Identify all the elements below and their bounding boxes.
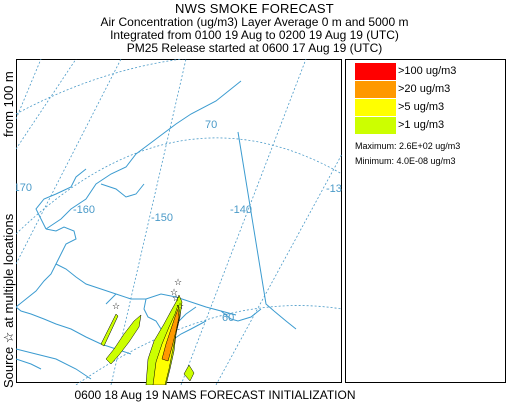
legend-label: >1 ug/m3 (398, 119, 445, 131)
legend-swatch-lime (355, 117, 396, 134)
source-star: ☆ (172, 294, 180, 304)
coastline (16, 80, 297, 380)
latitude-label: 60 (222, 312, 234, 324)
legend-swatch-yellow (355, 99, 396, 116)
forecast-initialization-footer: 0600 18 Aug 19 NAMS FORECAST INITIALIZAT… (74, 388, 356, 402)
latitude-70-line (16, 137, 342, 235)
source-star: ☆ (174, 278, 182, 288)
source-markers: ☆ ☆ ☆ ☆ ☆ (112, 278, 184, 312)
latitude-50-arc (16, 59, 306, 115)
legend-label: >20 ug/m3 (398, 83, 451, 95)
maximum-value: Maximum: 2.6E+02 ug/m3 (355, 141, 461, 151)
title: NWS SMOKE FORECAST (175, 1, 334, 16)
smoke-contour-gt20 (161, 308, 180, 362)
source-star: ☆ (112, 302, 120, 312)
graticule (16, 59, 342, 385)
longitude-label: -130 (326, 183, 342, 195)
meridian-180 (16, 59, 42, 120)
longitude-label: -160 (73, 204, 95, 216)
legend-panel: >100 ug/m3 >20 ug/m3 >5 ug/m3 >1 ug/m3 M… (345, 59, 506, 383)
smoke-contour-streak (100, 313, 119, 347)
latitude-60-line (75, 305, 342, 385)
subtitle-integration: Integrated from 0100 19 Aug to 0200 19 A… (110, 28, 399, 42)
legend-swatch-red (355, 63, 396, 80)
map-panel: ☆ ☆ ☆ ☆ ☆ -170 -160 -150 -140 -130 70 60 (16, 59, 342, 385)
longitude-label: -170 (16, 182, 32, 194)
legend-label: >100 ug/m3 (398, 65, 457, 77)
smoke-contours (100, 294, 195, 385)
smoke-contour-small (183, 364, 195, 382)
subtitle-concentration: Air Concentration (ug/m3) Layer Average … (100, 15, 409, 29)
latitude-label: 70 (205, 119, 217, 131)
longitude-label: -150 (151, 212, 173, 224)
legend-label: >5 ug/m3 (398, 101, 445, 113)
source-star: ☆ (170, 288, 178, 298)
side-height-label: from 100 m (1, 71, 16, 137)
minimum-value: Minimum: 4.0E-08 ug/m3 (355, 156, 456, 166)
legend-swatch-orange (355, 81, 396, 98)
longitude-label: -140 (230, 204, 252, 216)
subtitle-release: PM25 Release started at 0600 17 Aug 19 (… (126, 41, 383, 55)
smoke-contour-west-gt1 (105, 314, 142, 365)
side-source-label: Source ☆ at multiple locations (1, 213, 16, 388)
source-star: ☆ (176, 302, 184, 312)
